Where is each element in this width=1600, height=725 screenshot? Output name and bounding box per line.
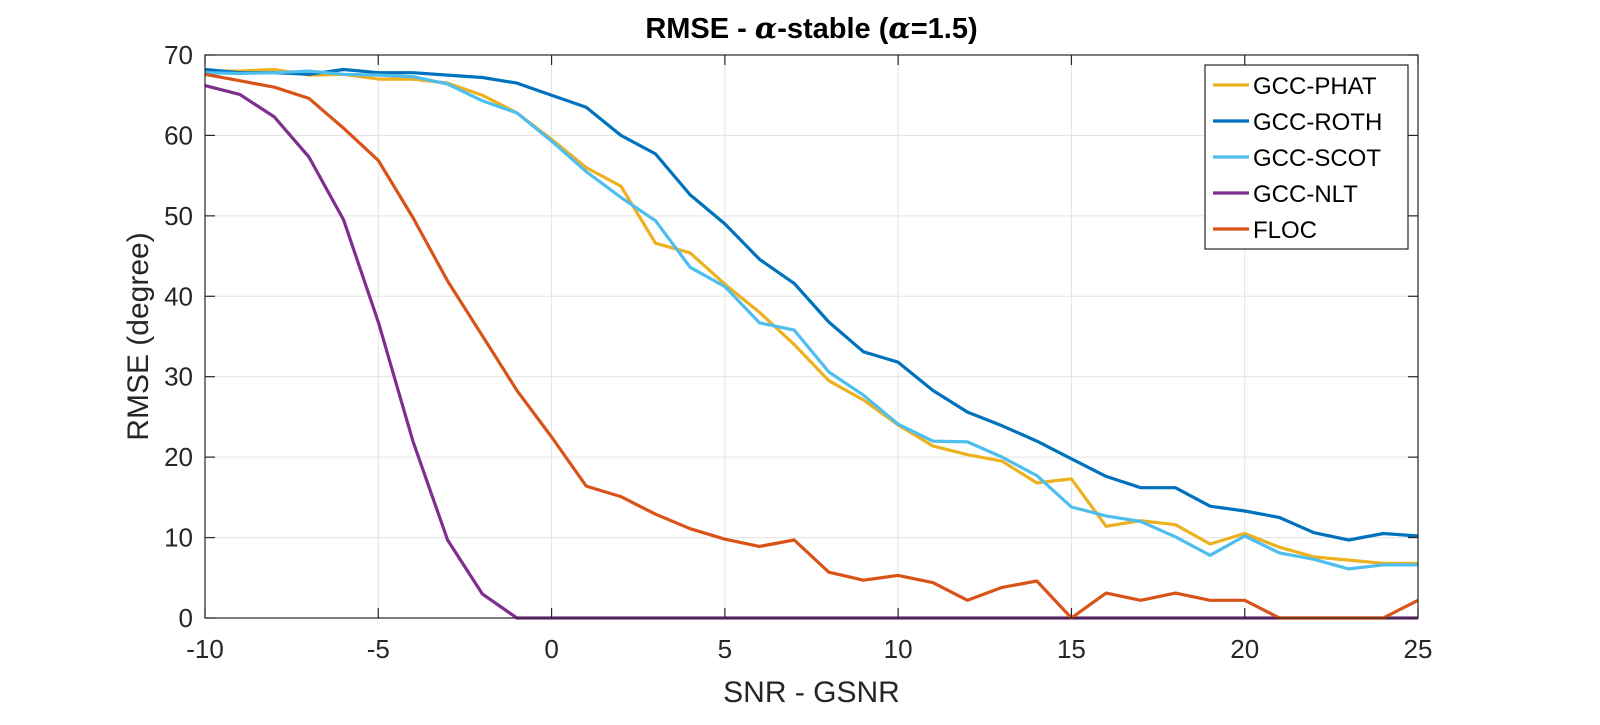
legend-label: GCC-NLT [1253,181,1358,208]
series-line-gcc-phat [205,67,1418,565]
legend-label: GCC-PHAT [1253,73,1377,100]
axes [204,54,1419,619]
chart-title: RMSE - α-stable (α=1.5) [645,11,977,45]
y-axis-label: RMSE (degree) [122,232,155,440]
legend-label: GCC-ROTH [1253,109,1382,136]
x-tick-label: 5 [718,634,732,664]
x-tick-label: -5 [367,634,390,664]
labels: -10 -5 0 5 10 15 20 25 0 10 20 30 40 50 60 70 SNR - GSNR… [122,11,1432,709]
x-axis-label: SNR - GSNR [723,676,900,709]
y-tick-label: 70 [164,40,193,70]
y-tick-label: 30 [164,362,193,392]
legend-label: FLOC [1253,217,1317,244]
y-tick-label: 0 [179,603,193,633]
legend-label: GCC-SCOT [1253,145,1381,172]
series-line-gcc-scot [204,69,1418,571]
x-tick-label: 25 [1404,634,1433,664]
x-tick-label: 10 [884,634,913,664]
y-tick-label: 40 [164,281,193,311]
y-tick-label: 60 [164,120,193,150]
x-tick-label: 15 [1057,634,1086,664]
x-tick-label: 0 [544,634,558,664]
legend: GCC-PHAT GCC-ROTH GCC-SCOT GCC-NLT FLOC [1204,64,1409,250]
y-tick-label: 20 [164,442,193,472]
x-tick-label: -10 [186,634,224,664]
series-line-floc [204,72,1419,620]
axes-box [204,54,1419,619]
y-tick-label: 50 [164,201,193,231]
x-tick-label: 20 [1230,634,1259,664]
y-tick-label: 10 [164,523,193,553]
series-line-gcc-roth [204,67,1419,542]
